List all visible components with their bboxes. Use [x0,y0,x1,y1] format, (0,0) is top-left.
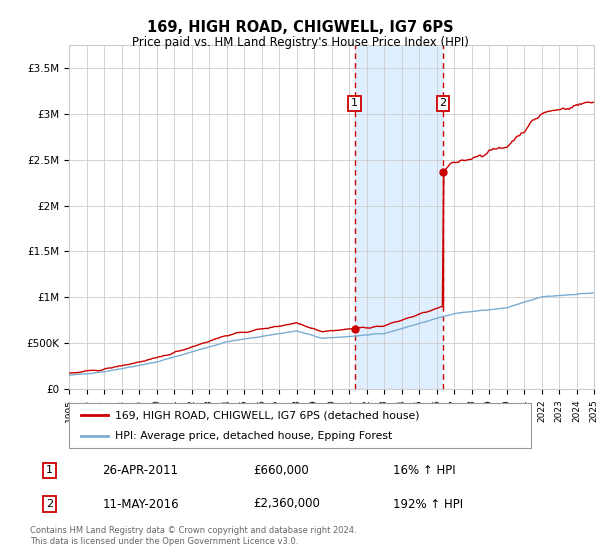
Text: 169, HIGH ROAD, CHIGWELL, IG7 6PS (detached house): 169, HIGH ROAD, CHIGWELL, IG7 6PS (detac… [115,410,420,421]
Text: £2,360,000: £2,360,000 [253,497,320,511]
Bar [355,45,443,389]
Text: 169, HIGH ROAD, CHIGWELL, IG7 6PS: 169, HIGH ROAD, CHIGWELL, IG7 6PS [146,20,454,35]
Text: HPI: Average price, detached house, Epping Forest: HPI: Average price, detached house, Eppi… [115,431,392,441]
Text: 1: 1 [46,465,53,475]
Text: 11-MAY-2016: 11-MAY-2016 [103,497,179,511]
Text: 16% ↑ HPI: 16% ↑ HPI [392,464,455,477]
Text: 1: 1 [351,99,358,108]
Text: Contains HM Land Registry data © Crown copyright and database right 2024.
This d: Contains HM Land Registry data © Crown c… [30,526,356,546]
Text: £660,000: £660,000 [253,464,309,477]
Text: Price paid vs. HM Land Registry's House Price Index (HPI): Price paid vs. HM Land Registry's House … [131,36,469,49]
Text: 2: 2 [46,499,53,509]
Text: 2: 2 [439,99,446,108]
FancyBboxPatch shape [69,403,531,448]
Text: 192% ↑ HPI: 192% ↑ HPI [392,497,463,511]
Text: 26-APR-2011: 26-APR-2011 [103,464,179,477]
